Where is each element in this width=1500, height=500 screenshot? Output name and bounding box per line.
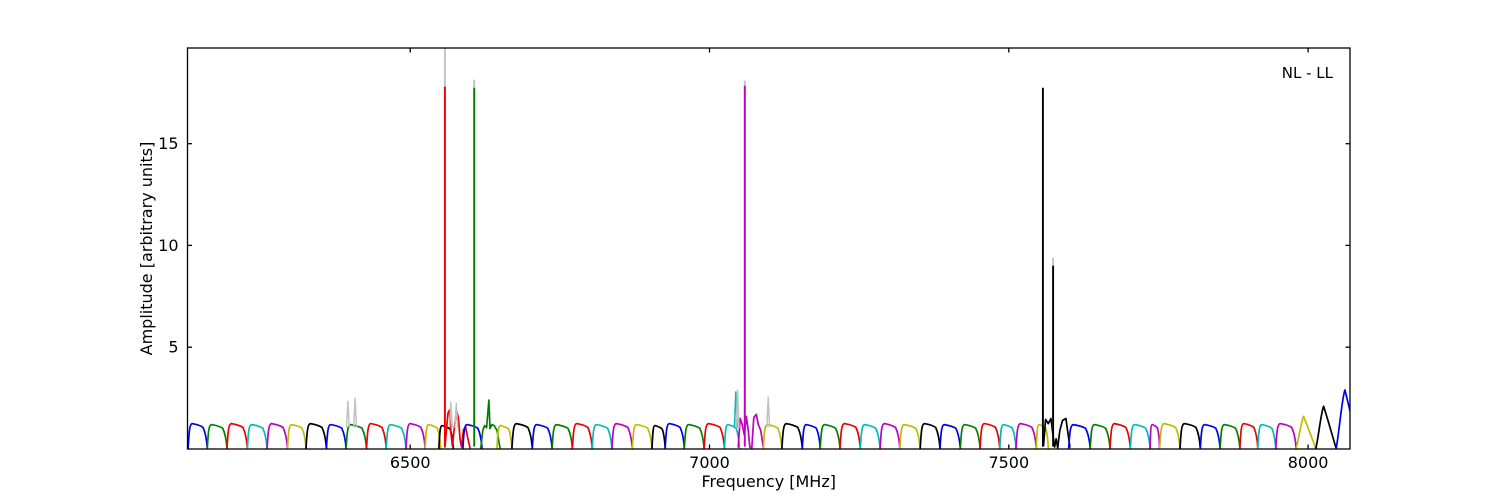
subband-trace-r — [365, 422, 388, 449]
subband-trace-r — [1239, 422, 1259, 449]
x-tick-label: 7000 — [689, 453, 730, 472]
subband-trace-b — [325, 423, 347, 449]
subband-trace-k — [919, 422, 941, 449]
subband-trace-y — [1158, 422, 1181, 449]
subband-traces-layer — [187, 389, 1350, 449]
subband-trace-r — [571, 422, 594, 449]
subband-trace-r — [1109, 422, 1132, 449]
small-spike-gray — [352, 397, 358, 428]
subband-trace-y — [762, 423, 783, 449]
subband-trace-c — [998, 423, 1017, 449]
subband-trace-b — [187, 422, 209, 449]
subband-trace-k — [1042, 417, 1071, 449]
y-axis-label: Amplitude [arbitrary units] — [137, 142, 156, 356]
axes-layer — [186, 47, 1351, 450]
subband-trace-r — [979, 422, 1001, 449]
subband-trace-m — [737, 413, 765, 449]
subband-trace-g — [1089, 423, 1111, 449]
subband-trace-y — [631, 423, 653, 449]
subband-trace-y — [898, 423, 922, 449]
subband-trace-m — [1274, 422, 1297, 449]
subband-trace-b — [462, 423, 483, 449]
subband-trace-g — [551, 423, 574, 449]
x-axis-label: Frequency [MHz] — [702, 472, 836, 491]
small-spike-gray — [345, 400, 351, 428]
subband-trace-c — [859, 423, 881, 449]
subband-trace-g — [683, 423, 705, 449]
small-spike-gray — [454, 402, 459, 428]
subband-trace-c — [1256, 423, 1277, 449]
subband-trace-y — [286, 423, 307, 449]
small-spike-gray — [448, 401, 454, 428]
subband-trace-m — [266, 422, 289, 449]
polarization-label: NL - LL — [1282, 64, 1334, 82]
subband-trace-y — [496, 424, 513, 449]
x-tick-label: 6500 — [390, 453, 431, 472]
subband-trace-m — [611, 422, 634, 449]
subband-trace-b — [664, 422, 686, 449]
subband-trace-k — [781, 422, 804, 449]
subband-trace-b — [1199, 423, 1221, 449]
subband-trace-b — [531, 423, 553, 449]
x-tick-label: 7500 — [988, 453, 1029, 472]
subband-trace-g — [959, 423, 981, 449]
subband-trace-g — [819, 423, 841, 449]
subband-trace-b — [1067, 423, 1092, 449]
subband-trace-m — [1015, 422, 1038, 449]
y-tick-label: 5 — [168, 338, 178, 357]
subband-trace-m — [1149, 423, 1161, 449]
subband-trace-g — [479, 399, 501, 449]
x-tick-label: 8000 — [1288, 453, 1329, 472]
subband-trace-m — [879, 422, 901, 449]
subband-trace-k — [511, 422, 534, 449]
plot-frame — [186, 47, 1351, 450]
subband-trace-r — [226, 422, 249, 449]
small-spike-gray — [766, 396, 771, 428]
subband-trace-k — [305, 422, 328, 449]
y-tick-label: 15 — [158, 134, 178, 153]
subband-trace-b — [1335, 389, 1350, 449]
subband-trace-c — [591, 423, 613, 449]
subband-trace-y — [1295, 415, 1317, 449]
y-tick-label: 10 — [158, 236, 178, 255]
subband-trace-k — [1179, 422, 1202, 449]
subband-trace-g — [206, 423, 228, 449]
spike-lines-layer — [345, 48, 1055, 447]
subband-trace-g — [1219, 423, 1241, 449]
subband-trace-k — [1315, 405, 1338, 449]
small-spike-gray — [735, 389, 740, 428]
tick-labels-layer: 6500 7000 7500 8000 5 10 15 — [158, 134, 1328, 472]
subband-trace-b — [801, 423, 822, 449]
subband-trace-c — [385, 423, 407, 449]
subband-trace-c — [246, 423, 268, 449]
subband-trace-c — [723, 423, 741, 449]
subband-trace-r — [703, 422, 726, 449]
subband-trace-c — [1129, 423, 1151, 449]
subband-trace-b — [939, 423, 962, 449]
subband-trace-m — [405, 422, 426, 449]
subband-trace-g — [345, 423, 368, 449]
subband-trace-k — [651, 424, 667, 449]
subband-trace-r — [839, 422, 862, 449]
